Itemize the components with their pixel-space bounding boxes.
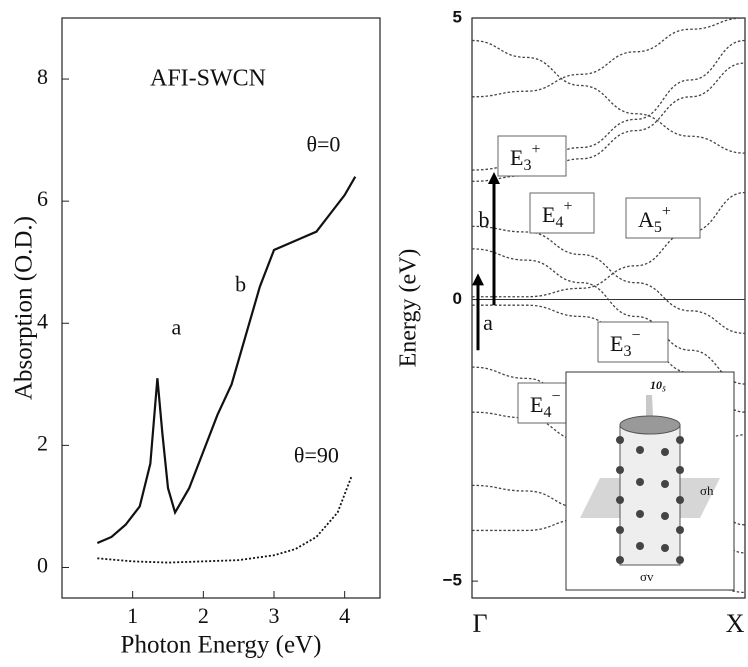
- inset-label: 10₅: [650, 378, 666, 392]
- transition-label: a: [483, 310, 493, 335]
- label-sub: 3: [523, 157, 531, 174]
- y-tick-label: 0: [453, 289, 462, 308]
- label-base: A: [638, 207, 654, 232]
- series-label: θ=90: [294, 443, 339, 468]
- label-sup: +: [563, 198, 572, 215]
- transition-label: b: [479, 207, 490, 232]
- y-tick-label: 5: [453, 7, 462, 26]
- y-tick-label: 2: [37, 430, 48, 455]
- label-sup: −: [551, 388, 560, 405]
- band-line: [471, 248, 746, 385]
- data-line: [96, 176, 357, 545]
- label-box: [529, 192, 595, 234]
- y-tick-label: 8: [37, 64, 48, 89]
- y-axis-label: Energy (eV): [396, 249, 422, 368]
- band-label: E3+: [510, 141, 540, 174]
- band-line: [471, 39, 746, 154]
- y-tick-label: −5: [443, 571, 462, 590]
- x-tick-label: X: [726, 609, 745, 638]
- band-label: E4−: [530, 388, 560, 421]
- inset-label: σh: [700, 483, 714, 498]
- y-tick-label: 4: [37, 308, 48, 333]
- x-tick-label: 4: [339, 603, 350, 628]
- label-box: [625, 197, 701, 239]
- tube-top: [619, 415, 681, 435]
- atoms: [616, 436, 684, 564]
- label-box: [497, 135, 567, 177]
- label-sup: +: [531, 141, 540, 158]
- label-sup: −: [631, 327, 640, 344]
- x-axis-label: Photon Energy (eV): [121, 632, 322, 659]
- y-tick-label: 0: [37, 553, 48, 578]
- series-label: θ=0: [306, 131, 340, 156]
- label-base: E: [510, 145, 523, 170]
- x-tick-label: 2: [198, 603, 209, 628]
- annotation: b: [235, 272, 246, 297]
- x-tick-label: 3: [269, 603, 280, 628]
- band-label: E4+: [542, 198, 572, 231]
- tube: [619, 424, 681, 566]
- x-tick-label: 1: [127, 603, 138, 628]
- y-axis-label: Absorption (O.D.): [11, 216, 38, 400]
- label-base: E: [542, 202, 555, 227]
- annotation: a: [172, 314, 182, 339]
- y-tick-label: 6: [37, 186, 48, 211]
- inset: 10₅ σh σv: [565, 371, 735, 591]
- inset-label: σv: [640, 569, 654, 584]
- band-line: [471, 17, 746, 98]
- x-tick-label: Γ: [472, 609, 487, 638]
- band-label: E3−: [610, 327, 640, 360]
- label-base: E: [530, 392, 543, 417]
- label-sub: 4: [543, 404, 551, 421]
- band-line: [472, 191, 746, 298]
- label-sub: 4: [555, 214, 563, 231]
- band-line: [471, 225, 746, 334]
- label-base: E: [610, 331, 623, 356]
- label-sup: +: [662, 203, 671, 220]
- label-box: [597, 321, 669, 363]
- annotation: AFI-SWCN: [150, 66, 266, 92]
- band-label: A5+: [638, 203, 671, 236]
- plot-frame: [61, 17, 381, 599]
- data-line: [97, 475, 353, 564]
- label-sub: 3: [623, 343, 631, 360]
- plot-frame: [471, 17, 746, 599]
- label-sub: 5: [654, 219, 662, 236]
